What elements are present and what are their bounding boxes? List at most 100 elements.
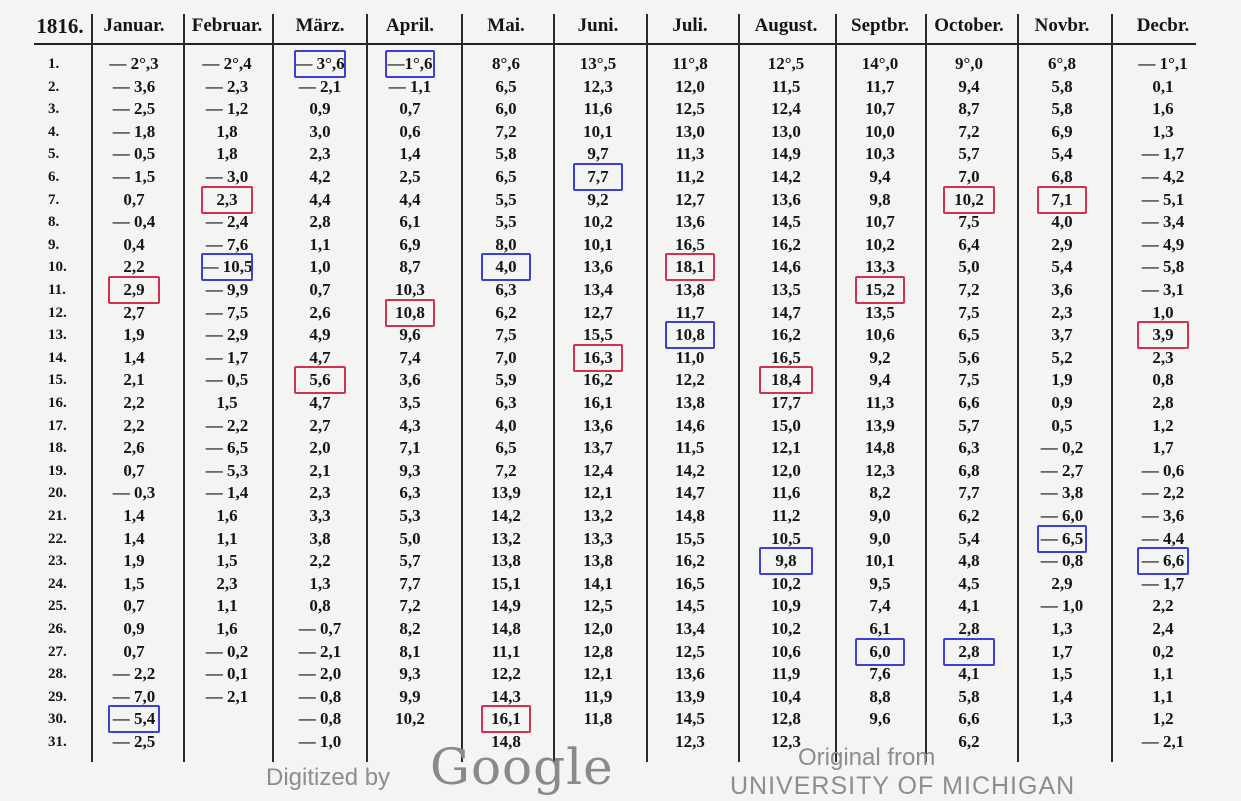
temperature-cell: 10,8 <box>395 302 425 322</box>
temperature-cell: 6,8 <box>958 460 980 480</box>
watermark-digitized-text: Digitized by <box>266 764 391 791</box>
temperature-cell: 12,7 <box>675 189 705 209</box>
header-rule <box>34 43 1196 45</box>
month-header: Novbr. <box>1034 15 1090 36</box>
red-highlight-box <box>1037 185 1087 214</box>
blue-highlight-box <box>107 705 161 734</box>
temperature-cell: 6,6 <box>958 393 980 412</box>
temperature-cell: 0,6 <box>399 121 421 141</box>
table-row: 21. 1,4 1,6 3,3 5,3 14,2 13,2 14,8 11,2 9,0 6,2 — 6… <box>0 505 1241 527</box>
temperature-cell: 6,0 <box>869 641 891 661</box>
temperature-cell: 7,7 <box>958 483 980 503</box>
temperature-cell: 3,3 <box>309 506 331 525</box>
temperature-cell: 5,3 <box>399 506 421 525</box>
temperature-cell: 13,5 <box>865 302 895 322</box>
temperature-cell: — 2°,4 <box>202 54 252 73</box>
temperature-cell: 10,2 <box>771 619 801 638</box>
temperature-cell: — 7,5 <box>205 302 249 322</box>
temperature-cell: 5,4 <box>1051 257 1073 277</box>
blue-highlight-box <box>573 163 623 191</box>
temperature-cell: 1,4 <box>399 144 421 164</box>
temperature-cell: 2,8 <box>1152 393 1174 412</box>
table-row: 30. — 5,4 — 0,8 10,2 16,1 11,8 14,5 12,8 9,6 6,6 1… <box>0 708 1241 730</box>
month-header: März. <box>295 15 345 36</box>
temperature-cell: 1,0 <box>1152 302 1174 322</box>
temperature-cell: — 4,9 <box>1141 234 1185 254</box>
temperature-cell: 10,2 <box>954 189 984 209</box>
temperature-cell: 9,7 <box>587 144 609 164</box>
temperature-cell: 14,9 <box>771 144 801 164</box>
temperature-cell: 1,1 <box>216 596 238 616</box>
temperature-cell: 12,8 <box>583 641 613 661</box>
month-header: August. <box>754 15 818 36</box>
table-row: 25. 0,7 1,1 0,8 7,2 14,9 12,5 14,5 10,9 7,4 4,1 — 1… <box>0 595 1241 617</box>
temperature-cell: 2,3 <box>216 189 238 209</box>
temperature-cell: 4,0 <box>495 415 517 435</box>
temperature-cell: 12,3 <box>771 732 801 751</box>
temperature-cell: 12,2 <box>491 664 521 684</box>
column-divider <box>925 14 927 762</box>
temperature-cell: 0,7 <box>399 99 421 119</box>
temperature-cell: 2,8 <box>309 212 331 232</box>
temperature-cell: 5,5 <box>495 212 517 232</box>
temperature-cell: 1,1 <box>216 528 238 548</box>
temperature-cell: — 0,5 <box>205 370 249 390</box>
temperature-cell: — 6,5 <box>1040 528 1084 548</box>
temperature-cell: — 2,5 <box>112 732 156 751</box>
blue-highlight-box <box>200 253 254 282</box>
temperature-cell: 10,1 <box>583 234 613 254</box>
temperature-cell: 1,5 <box>1051 664 1073 684</box>
temperature-cell: 3,8 <box>309 528 331 548</box>
temperature-cell: 6,2 <box>958 506 980 525</box>
temperature-cell: 0,7 <box>123 460 145 480</box>
temperature-cell: 9,2 <box>869 347 891 367</box>
day-number: 20. <box>48 485 67 502</box>
table-row: 22. 1,4 1,1 3,8 5,0 13,2 13,3 15,5 10,5 9,0 5,4 — 6… <box>0 528 1241 550</box>
temperature-cell: 14,1 <box>583 573 613 593</box>
temperature-cell: 14,7 <box>771 302 801 322</box>
temperature-cell: 13,8 <box>675 393 705 412</box>
temperature-cell: 2,3 <box>1152 347 1174 367</box>
temperature-cell: 1,7 <box>1051 641 1073 661</box>
temperature-cell: 2,1 <box>309 460 331 480</box>
temperature-cell: 13,8 <box>491 551 521 571</box>
blue-highlight-box <box>293 50 347 78</box>
column-divider <box>272 14 274 762</box>
table-row: 31. — 2,5 — 1,0 14,8 12,3 12,3 6,2 — 2,1 <box>0 731 1241 753</box>
temperature-cell: 10,3 <box>395 280 425 299</box>
temperature-cell: 14,9 <box>491 596 521 616</box>
temperature-cell: 13,3 <box>583 528 613 548</box>
temperature-cell: 6,2 <box>495 302 517 322</box>
temperature-cell: 0,4 <box>123 234 145 254</box>
temperature-cell: 5,7 <box>958 144 980 164</box>
month-header: Februar. <box>191 15 263 36</box>
table-row: 13. 1,9 — 2,9 4,9 9,6 7,5 15,5 10,8 16,2 10,6 6,5 3… <box>0 324 1241 346</box>
temperature-cell: 12,4 <box>771 99 801 119</box>
red-highlight-box <box>855 276 905 304</box>
table-row: 10. 2,2 — 10,5 1,0 8,7 4,0 13,6 18,1 14,6 13,3 5,0… <box>0 256 1241 278</box>
temperature-cell: 8,7 <box>958 99 980 119</box>
temperature-cell: 12,3 <box>583 76 613 96</box>
temperature-cell: 13,6 <box>675 664 705 684</box>
temperature-cell: — 1°,1 <box>1138 54 1188 73</box>
table-row: 9. 0,4 — 7,6 1,1 6,9 8,0 10,1 16,5 16,2 10,2 6,4 2,… <box>0 234 1241 256</box>
temperature-cell: 2,3 <box>1051 302 1073 322</box>
temperature-cell: 15,1 <box>491 573 521 593</box>
column-divider <box>91 14 93 762</box>
temperature-cell: 13,6 <box>771 189 801 209</box>
temperature-cell: 0,1 <box>1152 76 1174 96</box>
temperature-cell: 0,9 <box>123 619 145 638</box>
table-row: 17. 2,2 — 2,2 2,7 4,3 4,0 13,6 14,6 15,0 13,9 5,7 0… <box>0 415 1241 437</box>
column-divider <box>553 14 555 762</box>
temperature-cell: 1,9 <box>123 325 145 345</box>
column-divider <box>646 14 648 762</box>
temperature-cell: — 2,5 <box>112 99 156 119</box>
temperature-cell: 7,2 <box>495 460 517 480</box>
temperature-cell: 6,6 <box>958 709 980 729</box>
temperature-cell: 11,9 <box>583 686 613 706</box>
blue-highlight-box <box>481 253 531 282</box>
day-number: 2. <box>48 78 60 95</box>
red-highlight-box <box>107 276 161 304</box>
temperature-cell: 1,4 <box>123 347 145 367</box>
temperature-cell: 13,2 <box>583 506 613 525</box>
